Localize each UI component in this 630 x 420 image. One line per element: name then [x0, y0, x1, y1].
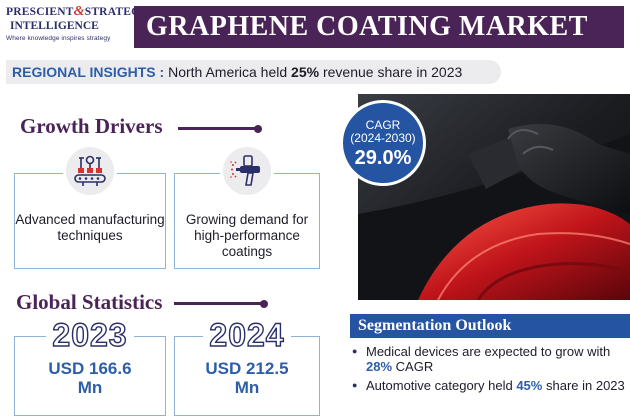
regional-insight-highlight: 25% — [291, 64, 320, 80]
driver-card-manufacturing: Advanced manufacturing techniques — [14, 144, 166, 269]
regional-insight-text-before: North America held — [168, 64, 288, 80]
stat-year-text: 2024 — [203, 316, 291, 354]
stat-card-2023: 2023 USD 166.6 Mn — [14, 316, 166, 416]
stat-value-amount: USD 166.6 — [48, 359, 132, 378]
driver-card-icon-circle — [220, 144, 274, 198]
global-statistics-heading: Global Statistics — [16, 290, 163, 314]
logo-title-line1: PRESCIENT&STRATEGIC — [6, 4, 153, 20]
stat-card-2024: 2024 USD 212.5 Mn — [174, 316, 320, 416]
page-title: GRAPHENE COATING MARKET — [134, 6, 624, 48]
segmentation-item-text: Medical devices are expected to grow wit… — [366, 344, 611, 359]
stat-year: 2024 — [175, 316, 319, 354]
cagr-label-line1: CAGR — [365, 118, 401, 132]
cagr-label: CAGR (2024-2030) — [343, 119, 423, 145]
segmentation-item-text: Automotive category held — [366, 378, 513, 393]
segmentation-item-text-after: CAGR — [395, 359, 434, 374]
segmentation-item-highlight: 45% — [516, 378, 543, 393]
cagr-badge: CAGR (2024-2030) 29.0% — [340, 100, 426, 186]
regional-insight-banner: REGIONAL INSIGHTS : North America held 2… — [6, 60, 501, 84]
stat-value-amount: USD 212.5 — [205, 359, 289, 378]
segmentation-item-text-after: share in 2023 — [545, 378, 625, 393]
company-logo: PRESCIENT&STRATEGIC INTELLIGENCE Where k… — [6, 4, 153, 54]
logo-word-prescient: PRESCIENT — [6, 6, 74, 18]
segmentation-item: Medical devices are expected to grow wit… — [350, 344, 626, 374]
regional-insight-label: REGIONAL INSIGHTS : — [12, 64, 165, 80]
manufacturing-conveyor-icon — [74, 155, 106, 186]
segmentation-list: Medical devices are expected to grow wit… — [350, 344, 626, 397]
stat-value-unit: Mn — [234, 378, 260, 397]
logo-tagline: Where knowledge inspires strategy — [6, 35, 111, 42]
cagr-label-line2: (2024-2030) — [350, 131, 416, 145]
growth-drivers-rule-dot — [254, 124, 262, 133]
global-statistics-rule — [174, 302, 264, 305]
stat-value: USD 212.5 Mn — [175, 359, 319, 397]
stat-year-text: 2023 — [46, 316, 134, 354]
logo-title-line2: INTELLIGENCE — [10, 20, 99, 32]
stat-value: USD 166.6 Mn — [15, 359, 165, 397]
growth-drivers-heading: Growth Drivers — [20, 114, 163, 138]
spray-gun-icon — [230, 155, 260, 186]
regional-insight-text-after: revenue share in 2023 — [322, 64, 463, 80]
segmentation-item: Automotive category held 45% share in 20… — [350, 378, 626, 393]
logo-ampersand: & — [73, 4, 85, 19]
stat-value-unit: Mn — [77, 378, 103, 397]
stat-year: 2023 — [15, 316, 165, 354]
global-statistics-rule-dot — [260, 299, 268, 308]
driver-card-text: Advanced manufacturing techniques — [15, 212, 165, 243]
driver-card-icon-circle — [63, 144, 117, 198]
segmentation-heading: Segmentation Outlook — [350, 314, 630, 338]
cagr-value: 29.0% — [354, 147, 412, 169]
growth-drivers-rule — [178, 127, 258, 130]
driver-card-text: Growing demand for high-performance coat… — [185, 212, 309, 259]
segmentation-item-highlight: 28% — [366, 359, 393, 374]
driver-card-coatings: Growing demand for high-performance coat… — [174, 144, 320, 269]
